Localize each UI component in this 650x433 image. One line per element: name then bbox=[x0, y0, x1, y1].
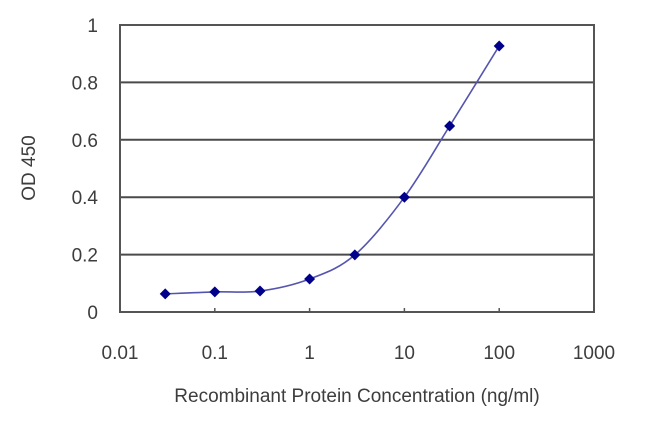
data-point-markers bbox=[159, 40, 505, 300]
x-axis-ticks: 0.01 0.1 1 10 100 1000 bbox=[102, 308, 615, 364]
x-axis-title: Recombinant Protein Concentration (ng/ml… bbox=[174, 386, 539, 407]
horizontal-gridlines bbox=[120, 81, 594, 256]
y-tick-label: 0.8 bbox=[72, 73, 98, 94]
x-tick-label: 0.01 bbox=[102, 343, 139, 364]
x-tick-label: 0.1 bbox=[202, 343, 228, 364]
x-tick-label: 1 bbox=[304, 343, 315, 364]
y-axis-title: OD 450 bbox=[19, 135, 40, 200]
y-axis-ticks: 0 0.2 0.4 0.6 0.8 1 bbox=[72, 16, 99, 324]
x-tick-label: 1000 bbox=[573, 343, 615, 364]
diamond-marker-icon bbox=[209, 286, 221, 298]
x-tick-label: 100 bbox=[483, 343, 515, 364]
y-tick-label: 0.6 bbox=[72, 131, 98, 152]
y-tick-label: 1 bbox=[87, 16, 98, 37]
x-tick-label: 10 bbox=[394, 343, 415, 364]
y-tick-label: 0.4 bbox=[72, 188, 99, 209]
diamond-marker-icon bbox=[159, 288, 171, 300]
diamond-marker-icon bbox=[493, 40, 505, 52]
diamond-marker-icon bbox=[304, 273, 316, 285]
diamond-marker-icon bbox=[398, 191, 410, 203]
y-tick-label: 0 bbox=[87, 303, 98, 324]
diamond-marker-icon bbox=[254, 285, 266, 297]
diamond-marker-icon bbox=[349, 249, 361, 261]
plot-frame bbox=[119, 24, 595, 313]
y-tick-label: 0.2 bbox=[72, 246, 98, 267]
diamond-marker-icon bbox=[444, 120, 456, 132]
